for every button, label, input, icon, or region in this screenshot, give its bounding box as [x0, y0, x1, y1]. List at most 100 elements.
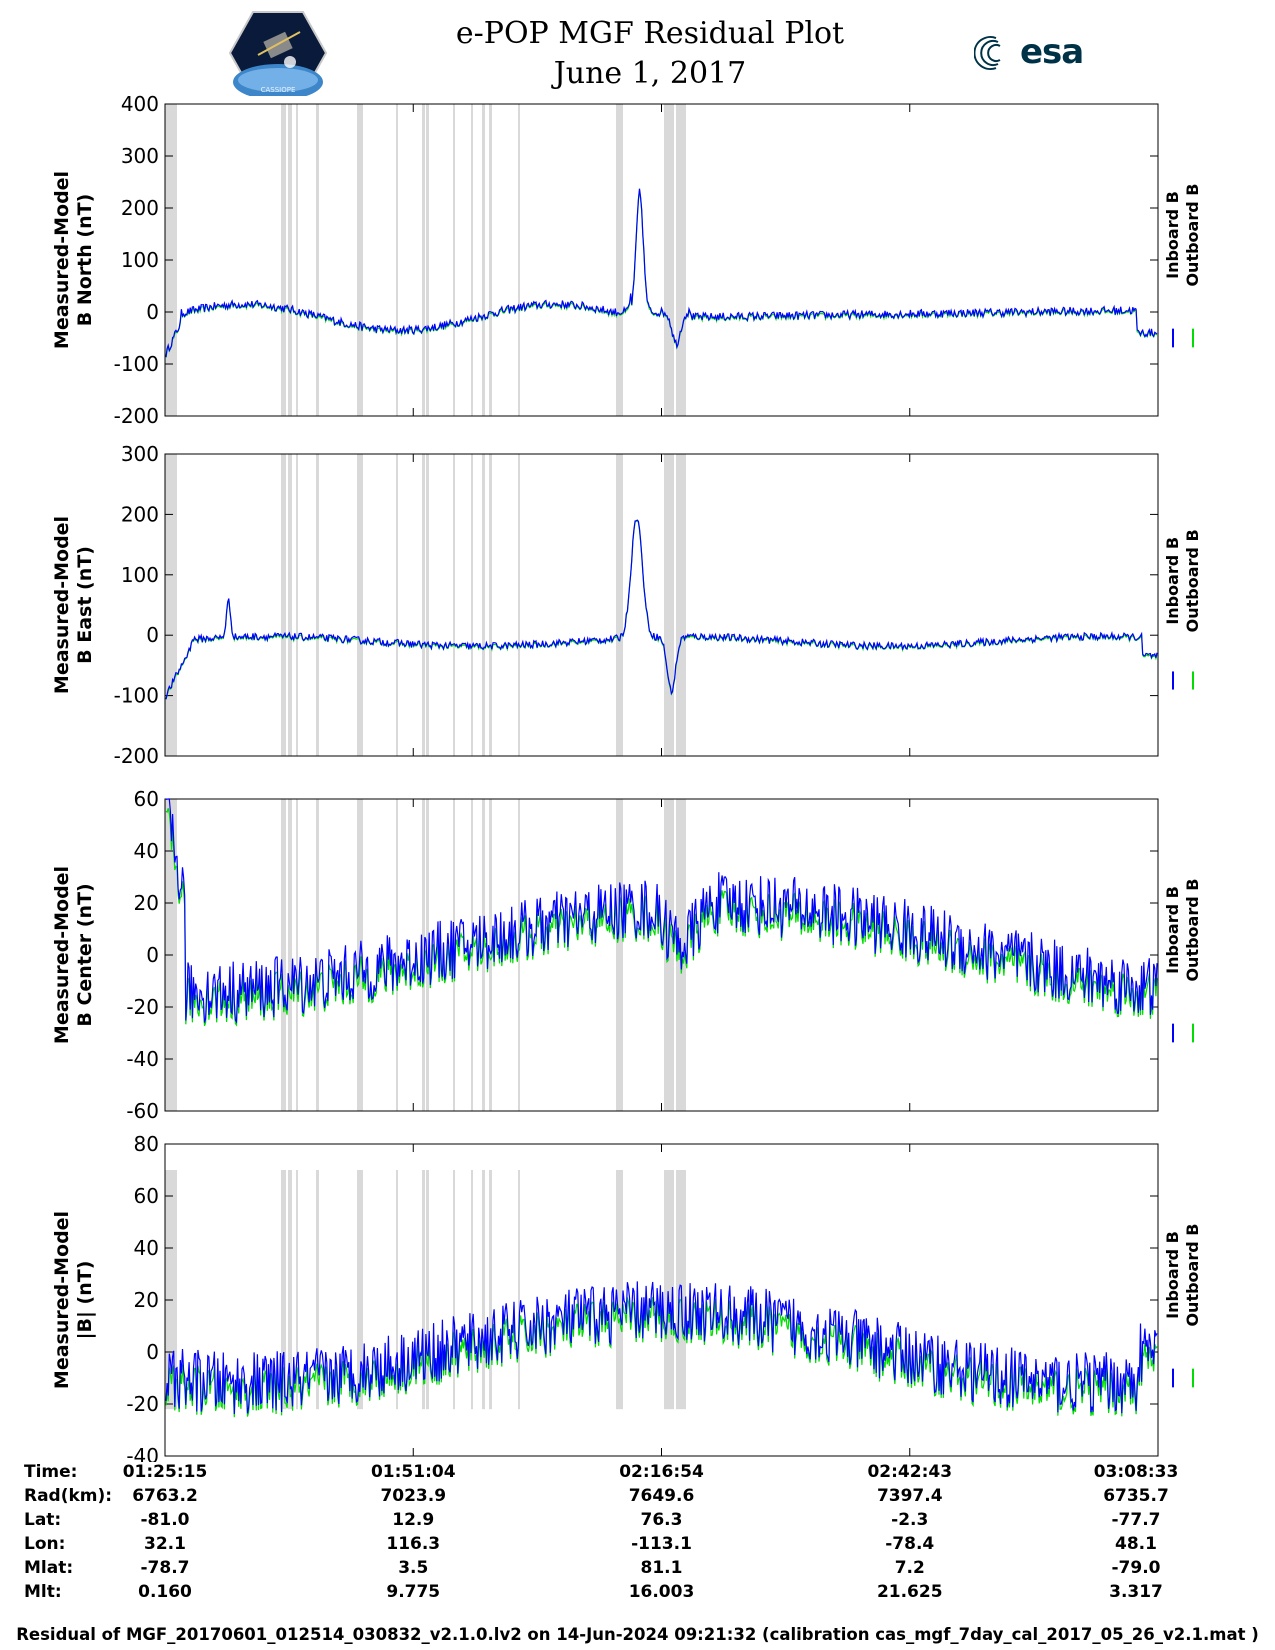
legend: Inboard B Outboard B: [1163, 184, 1202, 348]
info-value: 48.1: [1115, 1534, 1157, 1554]
y-axis-label: Measured-ModelB Center (nT): [51, 866, 96, 1044]
y-axis-label-line: B Center (nT): [74, 883, 96, 1026]
data-gap-band: [489, 454, 492, 756]
y-tick-label: -100: [114, 684, 159, 708]
data-gap-band: [396, 104, 398, 416]
data-gap-band: [426, 1170, 429, 1410]
info-row-label: Mlat:: [24, 1558, 74, 1578]
data-gap-band: [518, 454, 520, 756]
plot-frame: [164, 453, 1159, 757]
orbit-info-table: Time: Rad(km): Lat: Lon: Mlat: Mlt: 01:25:15 67…: [0, 1462, 1275, 1612]
y-axis-label-line: Measured-Model: [51, 516, 73, 694]
legend: Inboard B Outboard B: [1163, 879, 1202, 1043]
info-value: -81.0: [140, 1510, 190, 1530]
y-tick-label: 200: [121, 502, 159, 526]
info-value: 6735.7: [1103, 1486, 1169, 1506]
legend: Inboard B Outboard B: [1163, 1224, 1202, 1388]
info-value: 7023.9: [380, 1486, 447, 1506]
data-gap-band: [471, 1170, 473, 1410]
y-tick-label: -20: [126, 995, 159, 1019]
y-axis-label-line: |B| (nT): [74, 1261, 96, 1340]
data-gap-band: [357, 104, 363, 416]
legend-label: Outboard B: [1183, 1224, 1202, 1327]
y-tick-label: 300: [121, 144, 159, 168]
info-value: 02:16:54: [619, 1462, 704, 1482]
data-gap-band: [422, 1170, 425, 1410]
panel-1: -200 -100 0 100 200 300 400 Measured-ModelB Nor…: [51, 92, 1202, 428]
info-value: -113.1: [631, 1534, 692, 1554]
info-value: 02:42:43: [867, 1462, 953, 1482]
data-gap-band: [281, 1170, 286, 1410]
data-gap-band: [396, 799, 398, 1111]
data-gap-band: [518, 104, 520, 416]
data-gap-band: [482, 1170, 485, 1410]
data-gap-band: [316, 454, 319, 756]
data-gap-band: [426, 799, 429, 1111]
data-gap-band: [471, 454, 473, 756]
info-row-label: Rad(km):: [24, 1486, 113, 1506]
data-gap-band: [288, 454, 292, 756]
data-gap-band: [165, 454, 177, 756]
y-tick-label: 100: [121, 248, 159, 272]
y-tick-label: 40: [134, 1236, 159, 1260]
data-gap-band: [664, 454, 674, 756]
data-gap-band: [422, 799, 425, 1111]
data-gap-band: [453, 454, 455, 756]
data-gap-band: [296, 799, 298, 1111]
data-gap-band: [296, 454, 298, 756]
data-gap-band: [664, 1170, 674, 1410]
data-gap-band: [664, 799, 674, 1111]
outboard-b-series: [165, 519, 1158, 700]
data-gap-band: [422, 454, 425, 756]
data-gap-band: [396, 1170, 398, 1410]
y-axis-label: Measured-Model|B| (nT): [51, 1211, 96, 1389]
info-value: 3.5: [398, 1558, 429, 1578]
inboard-b-series: [165, 798, 1158, 1024]
data-gap-band: [165, 1170, 177, 1410]
y-tick-label: -200: [114, 744, 159, 768]
inboard-b-series: [165, 188, 1158, 358]
info-row-label: Lon:: [24, 1534, 66, 1554]
data-gap-band: [676, 454, 686, 756]
panel-3: -60 -40 -20 0 20 40 60 Measured-ModelB Center (…: [51, 787, 1202, 1123]
legend-label: Outboard B: [1183, 184, 1202, 287]
data-gap-band: [616, 799, 623, 1111]
esa-logo-text: esa: [1020, 32, 1084, 72]
title-line-2: June 1, 2017: [553, 56, 747, 91]
outboard-b-series: [165, 190, 1158, 358]
y-tick-label: 0: [146, 1340, 159, 1364]
y-tick-label: 100: [121, 563, 159, 587]
panel-4: -40 -20 0 20 40 60 80 Measured-Model|B| (nT) Inb…: [51, 1132, 1202, 1462]
legend-label: Inboard B: [1163, 886, 1182, 974]
data-gap-band: [471, 104, 473, 416]
y-axis-label-line: Measured-Model: [51, 171, 73, 349]
chart-title: e-POP MGF Residual Plot June 1, 2017: [360, 14, 940, 94]
y-axis-label: Measured-ModelB East (nT): [51, 516, 96, 694]
data-gap-band: [616, 1170, 623, 1410]
info-value: 32.1: [144, 1534, 186, 1554]
title-line-1: e-POP MGF Residual Plot: [455, 16, 845, 51]
y-tick-label: 20: [134, 1288, 159, 1312]
y-tick-label: 300: [121, 442, 159, 466]
data-gap-band: [316, 1170, 319, 1410]
y-tick-label: -40: [126, 1444, 159, 1462]
info-value: 03:08:33: [1093, 1462, 1179, 1482]
data-gap-band: [396, 454, 398, 756]
info-value: 116.3: [386, 1534, 441, 1554]
y-tick-label: 200: [121, 196, 159, 220]
data-gap-band: [296, 1170, 298, 1410]
cassiope-logo: CASSIOPE: [228, 11, 328, 96]
data-gap-band: [281, 454, 286, 756]
y-tick-label: -200: [114, 404, 159, 428]
data-gap-band: [426, 104, 429, 416]
info-value: 0.160: [138, 1582, 192, 1602]
legend-label: Outboard B: [1183, 879, 1202, 982]
data-gap-band: [296, 104, 298, 416]
y-tick-label: 40: [134, 839, 159, 863]
info-row-label: Time:: [24, 1462, 78, 1482]
inboard-b-series: [165, 1281, 1158, 1415]
info-value: 16.003: [628, 1582, 695, 1602]
data-gap-band: [357, 454, 363, 756]
legend: Inboard B Outboard B: [1163, 529, 1202, 690]
cassiope-logo-text: CASSIOPE: [261, 86, 296, 94]
